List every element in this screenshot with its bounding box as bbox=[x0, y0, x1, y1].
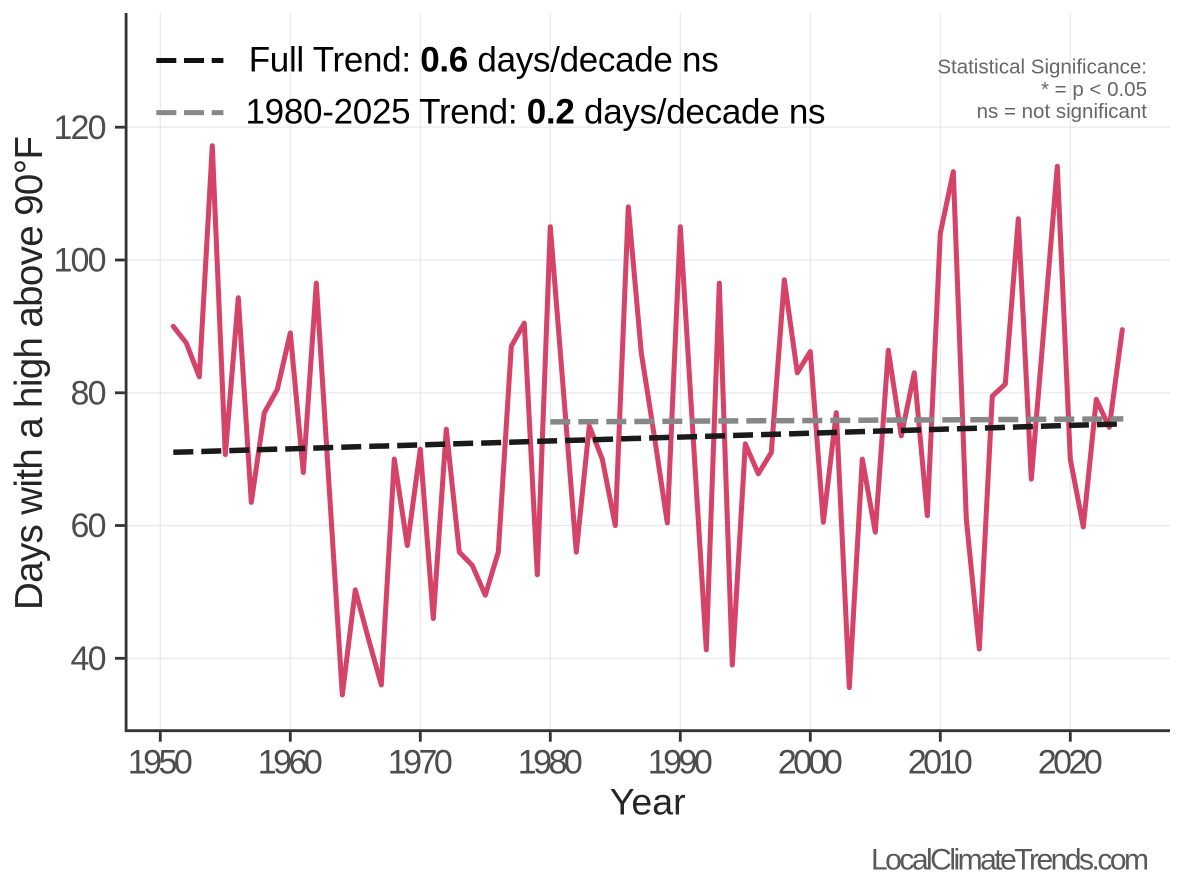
svg-text:2000: 2000 bbox=[778, 744, 843, 782]
svg-text:1950: 1950 bbox=[128, 744, 193, 782]
svg-text:2020: 2020 bbox=[1038, 744, 1103, 782]
svg-text:1970: 1970 bbox=[388, 744, 453, 782]
svg-text:1960: 1960 bbox=[258, 744, 323, 782]
svg-text:40: 40 bbox=[71, 640, 107, 678]
svg-text:80: 80 bbox=[71, 375, 107, 413]
svg-text:1990: 1990 bbox=[648, 744, 713, 782]
svg-text:Year: Year bbox=[610, 781, 686, 823]
svg-text:60: 60 bbox=[71, 507, 107, 545]
svg-text:1980: 1980 bbox=[518, 744, 583, 782]
svg-text:Days with a high above 90°F: Days with a high above 90°F bbox=[8, 136, 51, 610]
svg-text:Statistical Significance:: Statistical Significance: bbox=[937, 56, 1147, 79]
svg-text:LocalClimateTrends.com: LocalClimateTrends.com bbox=[871, 844, 1149, 877]
svg-text:Full Trend: 0.6 days/decade ns: Full Trend: 0.6 days/decade ns bbox=[249, 41, 719, 80]
svg-text:* = p < 0.05: * = p < 0.05 bbox=[1041, 78, 1147, 101]
svg-text:1980-2025 Trend: 0.2 days/deca: 1980-2025 Trend: 0.2 days/decade ns bbox=[246, 93, 826, 132]
svg-text:2010: 2010 bbox=[908, 744, 973, 782]
svg-text:ns = not significant: ns = not significant bbox=[977, 100, 1148, 123]
svg-text:120: 120 bbox=[54, 109, 107, 147]
svg-text:100: 100 bbox=[54, 242, 107, 280]
